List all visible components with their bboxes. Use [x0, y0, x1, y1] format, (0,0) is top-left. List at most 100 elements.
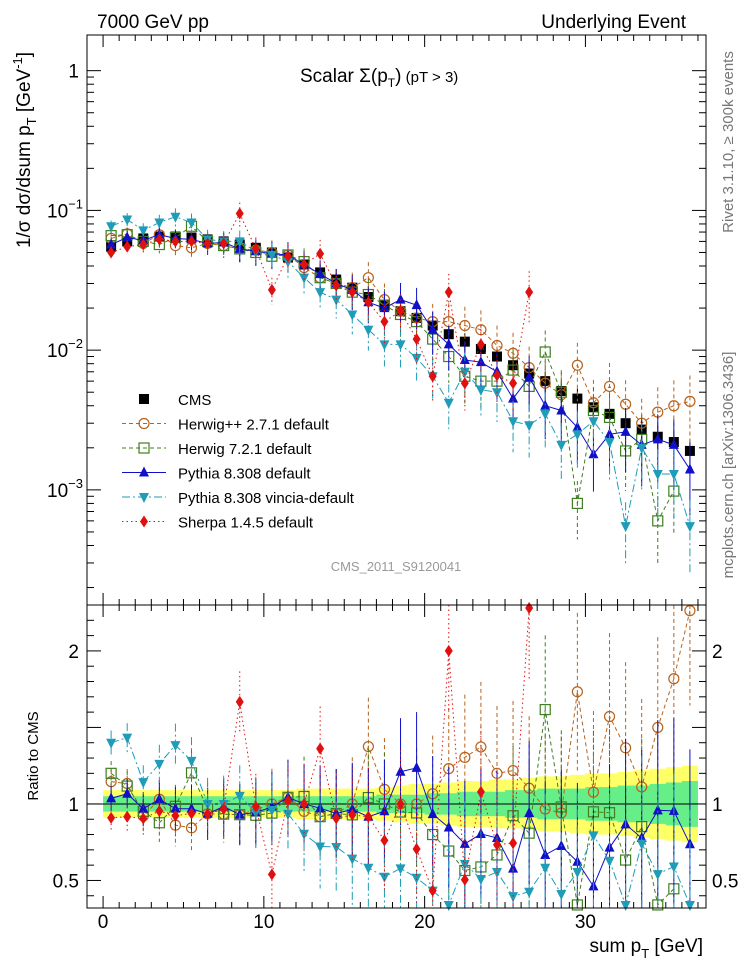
- ratio-point: [170, 741, 181, 752]
- data-point: [170, 212, 181, 223]
- y-axis-label: 1/σ dσ/dsum pT [GeV-1]: [10, 52, 39, 248]
- data-point: [396, 305, 405, 318]
- ratio-data-series: [105, 602, 696, 911]
- ratio-point: [122, 733, 133, 744]
- data-point: [620, 522, 631, 533]
- data-point: [443, 338, 454, 349]
- data-point: [571, 497, 583, 510]
- data-point: [186, 218, 197, 229]
- ratio-point: [106, 792, 117, 803]
- data-point: [106, 238, 117, 249]
- data-point: [266, 250, 277, 261]
- ratio-point: [475, 741, 487, 753]
- data-point: [315, 268, 326, 279]
- data-point: [491, 388, 502, 399]
- data-point: [379, 340, 390, 351]
- ratio-point: [684, 900, 695, 911]
- ratio-point: [652, 804, 663, 815]
- data-point: [588, 417, 599, 428]
- data-point: [556, 404, 567, 415]
- data-point: [107, 246, 116, 259]
- data-point: [332, 279, 341, 292]
- data-point: [604, 438, 615, 449]
- ratio-point: [139, 812, 148, 825]
- data-point: [283, 250, 292, 263]
- ratio-point: [186, 756, 197, 767]
- ratio-point: [138, 802, 149, 813]
- data-point: [219, 237, 228, 250]
- ratio-y-tick-label-right: 0.5: [712, 871, 738, 892]
- ratio-point: [154, 793, 165, 804]
- main-plot-panel: 1 10−1 10−2 10−3 Scalar Σ(pT) (pT > 3) CMS_…: [10, 34, 707, 606]
- ratio-point: [572, 867, 583, 878]
- ratio-point: [107, 811, 116, 824]
- ratio-point: [636, 839, 647, 850]
- data-point: [251, 242, 260, 255]
- main-data-series: [105, 202, 696, 573]
- data-point: [507, 364, 519, 376]
- data-point: [380, 315, 389, 328]
- ratio-point: [202, 799, 213, 810]
- data-point: [267, 283, 276, 296]
- data-point: [475, 385, 486, 396]
- ratio-point: [524, 806, 535, 817]
- ratio-point: [395, 864, 406, 875]
- data-point: [444, 286, 453, 299]
- ratio-point: [444, 644, 453, 657]
- ratio-point: [203, 807, 212, 820]
- ratio-point: [395, 765, 406, 776]
- main-y-tick-labels: 1 10−1 10−2 10−3: [47, 62, 83, 502]
- ratio-point: [460, 873, 469, 886]
- ratio-point: [620, 900, 631, 911]
- ratio-point: [459, 859, 470, 870]
- ratio-point: [219, 803, 228, 816]
- ratio-point: [684, 605, 696, 617]
- data-point: [603, 380, 616, 393]
- ratio-point: [524, 887, 535, 898]
- ratio-point: [604, 856, 615, 867]
- data-point: [460, 377, 469, 390]
- ratio-point: [525, 602, 534, 615]
- data-point: [492, 369, 501, 382]
- ratio-point: [122, 787, 133, 798]
- data-point: [652, 469, 663, 480]
- x-tick-labels: 0 10 20 30: [98, 912, 596, 933]
- ratio-plot-frame: [86, 604, 707, 909]
- data-point: [491, 339, 503, 352]
- ratio-point: [347, 803, 358, 814]
- data-point: [556, 440, 567, 451]
- mcplots-reference-label: mcplots.cern.ch [arXiv:1306.3436]: [720, 352, 737, 579]
- ratio-point: [106, 738, 117, 749]
- header-process-label: Underlying Event: [541, 12, 686, 33]
- ratio-point: [668, 862, 679, 873]
- ratio-point: [380, 834, 389, 847]
- legend-label: Sherpa 1.4.5 default: [178, 515, 314, 532]
- ratio-point: [379, 805, 390, 816]
- data-point: [509, 377, 518, 390]
- ratio-point: [427, 808, 438, 819]
- data-point: [234, 237, 245, 248]
- data-point: [122, 215, 133, 226]
- ratio-point: [475, 874, 486, 885]
- x-tick-label: 20: [414, 912, 435, 933]
- data-point: [459, 319, 471, 332]
- data-point: [604, 428, 615, 439]
- ratio-y-axis-label: Ratio to CMS: [25, 711, 42, 800]
- ratio-point: [187, 807, 196, 820]
- ratio-y-tick-label: 0.5: [53, 871, 79, 892]
- ratio-point: [508, 862, 519, 873]
- x-tick-label: 30: [575, 912, 596, 933]
- ratio-point: [539, 703, 551, 716]
- ratio-point: [492, 838, 501, 851]
- data-point: [524, 421, 535, 432]
- chart-legend: CMS Herwig++ 2.7.1 default Herwig 7.2.1 de…: [122, 392, 355, 532]
- ratio-point: [363, 863, 374, 874]
- legend-marker: [139, 394, 149, 404]
- data-point: [395, 340, 406, 351]
- ratio-point: [155, 805, 164, 818]
- y-tick-label: 1: [68, 62, 79, 83]
- data-point: [540, 409, 551, 420]
- ratio-point: [588, 831, 599, 842]
- data-point: [412, 333, 421, 346]
- data-point: [138, 226, 149, 237]
